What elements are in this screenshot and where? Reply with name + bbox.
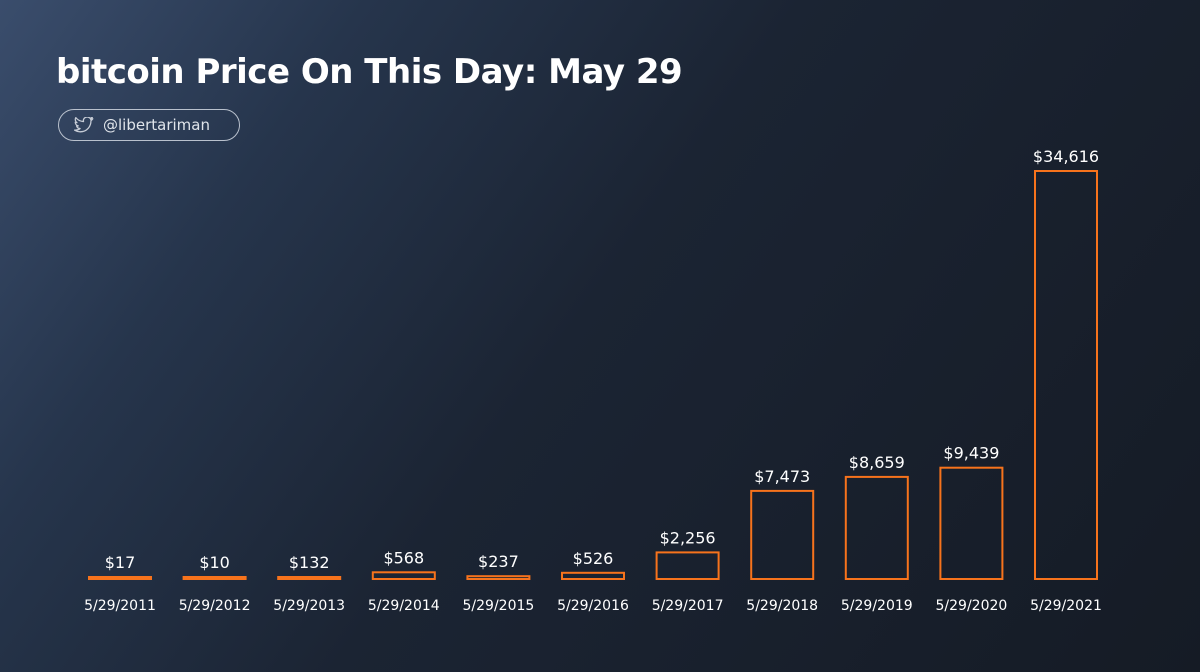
bar-5/29/2017	[655, 551, 720, 581]
x-tick-label: 5/29/2015	[463, 598, 535, 614]
bar-5/29/2011	[88, 576, 152, 580]
value-label: $8,659	[849, 453, 905, 472]
value-label: $526	[573, 549, 614, 568]
x-tick-label: 5/29/2014	[368, 598, 440, 614]
twitter-handle-text: @libertariman	[103, 116, 210, 134]
x-tick-label: 5/29/2020	[936, 598, 1008, 614]
bar-5/29/2013	[277, 576, 342, 580]
bar-5/29/2020	[939, 466, 1004, 581]
bar-5/29/2019	[844, 475, 909, 580]
x-tick-label: 5/29/2016	[557, 598, 629, 614]
x-tick-label: 5/29/2017	[652, 598, 724, 614]
value-label: $17	[105, 553, 136, 572]
bar-5/29/2014	[371, 571, 436, 580]
value-label: $237	[478, 552, 519, 571]
bar-5/29/2016	[561, 571, 625, 580]
x-tick-label: 5/29/2021	[1030, 598, 1102, 614]
value-label: $9,439	[943, 444, 999, 463]
x-tick-label: 5/29/2018	[746, 598, 818, 614]
value-label: $10	[199, 553, 230, 572]
bar-5/29/2015	[466, 575, 531, 581]
twitter-handle-badge[interactable]: @libertariman	[58, 109, 240, 141]
value-label: $132	[289, 553, 330, 572]
value-label: $34,616	[1033, 147, 1099, 166]
x-tick-label: 5/29/2019	[841, 598, 913, 614]
bar-5/29/2018	[750, 489, 815, 580]
bar-5/29/2021	[1034, 170, 1098, 580]
value-label: $568	[383, 548, 424, 567]
x-tick-label: 5/29/2013	[273, 598, 345, 614]
twitter-bird-icon	[74, 117, 94, 133]
bar-5/29/2012	[182, 576, 247, 580]
x-tick-label: 5/29/2011	[84, 598, 156, 614]
value-label: $2,256	[660, 528, 716, 547]
page-title: bitcoin Price On This Day: May 29	[56, 52, 683, 92]
value-label: $7,473	[754, 467, 810, 486]
x-tick-label: 5/29/2012	[179, 598, 251, 614]
